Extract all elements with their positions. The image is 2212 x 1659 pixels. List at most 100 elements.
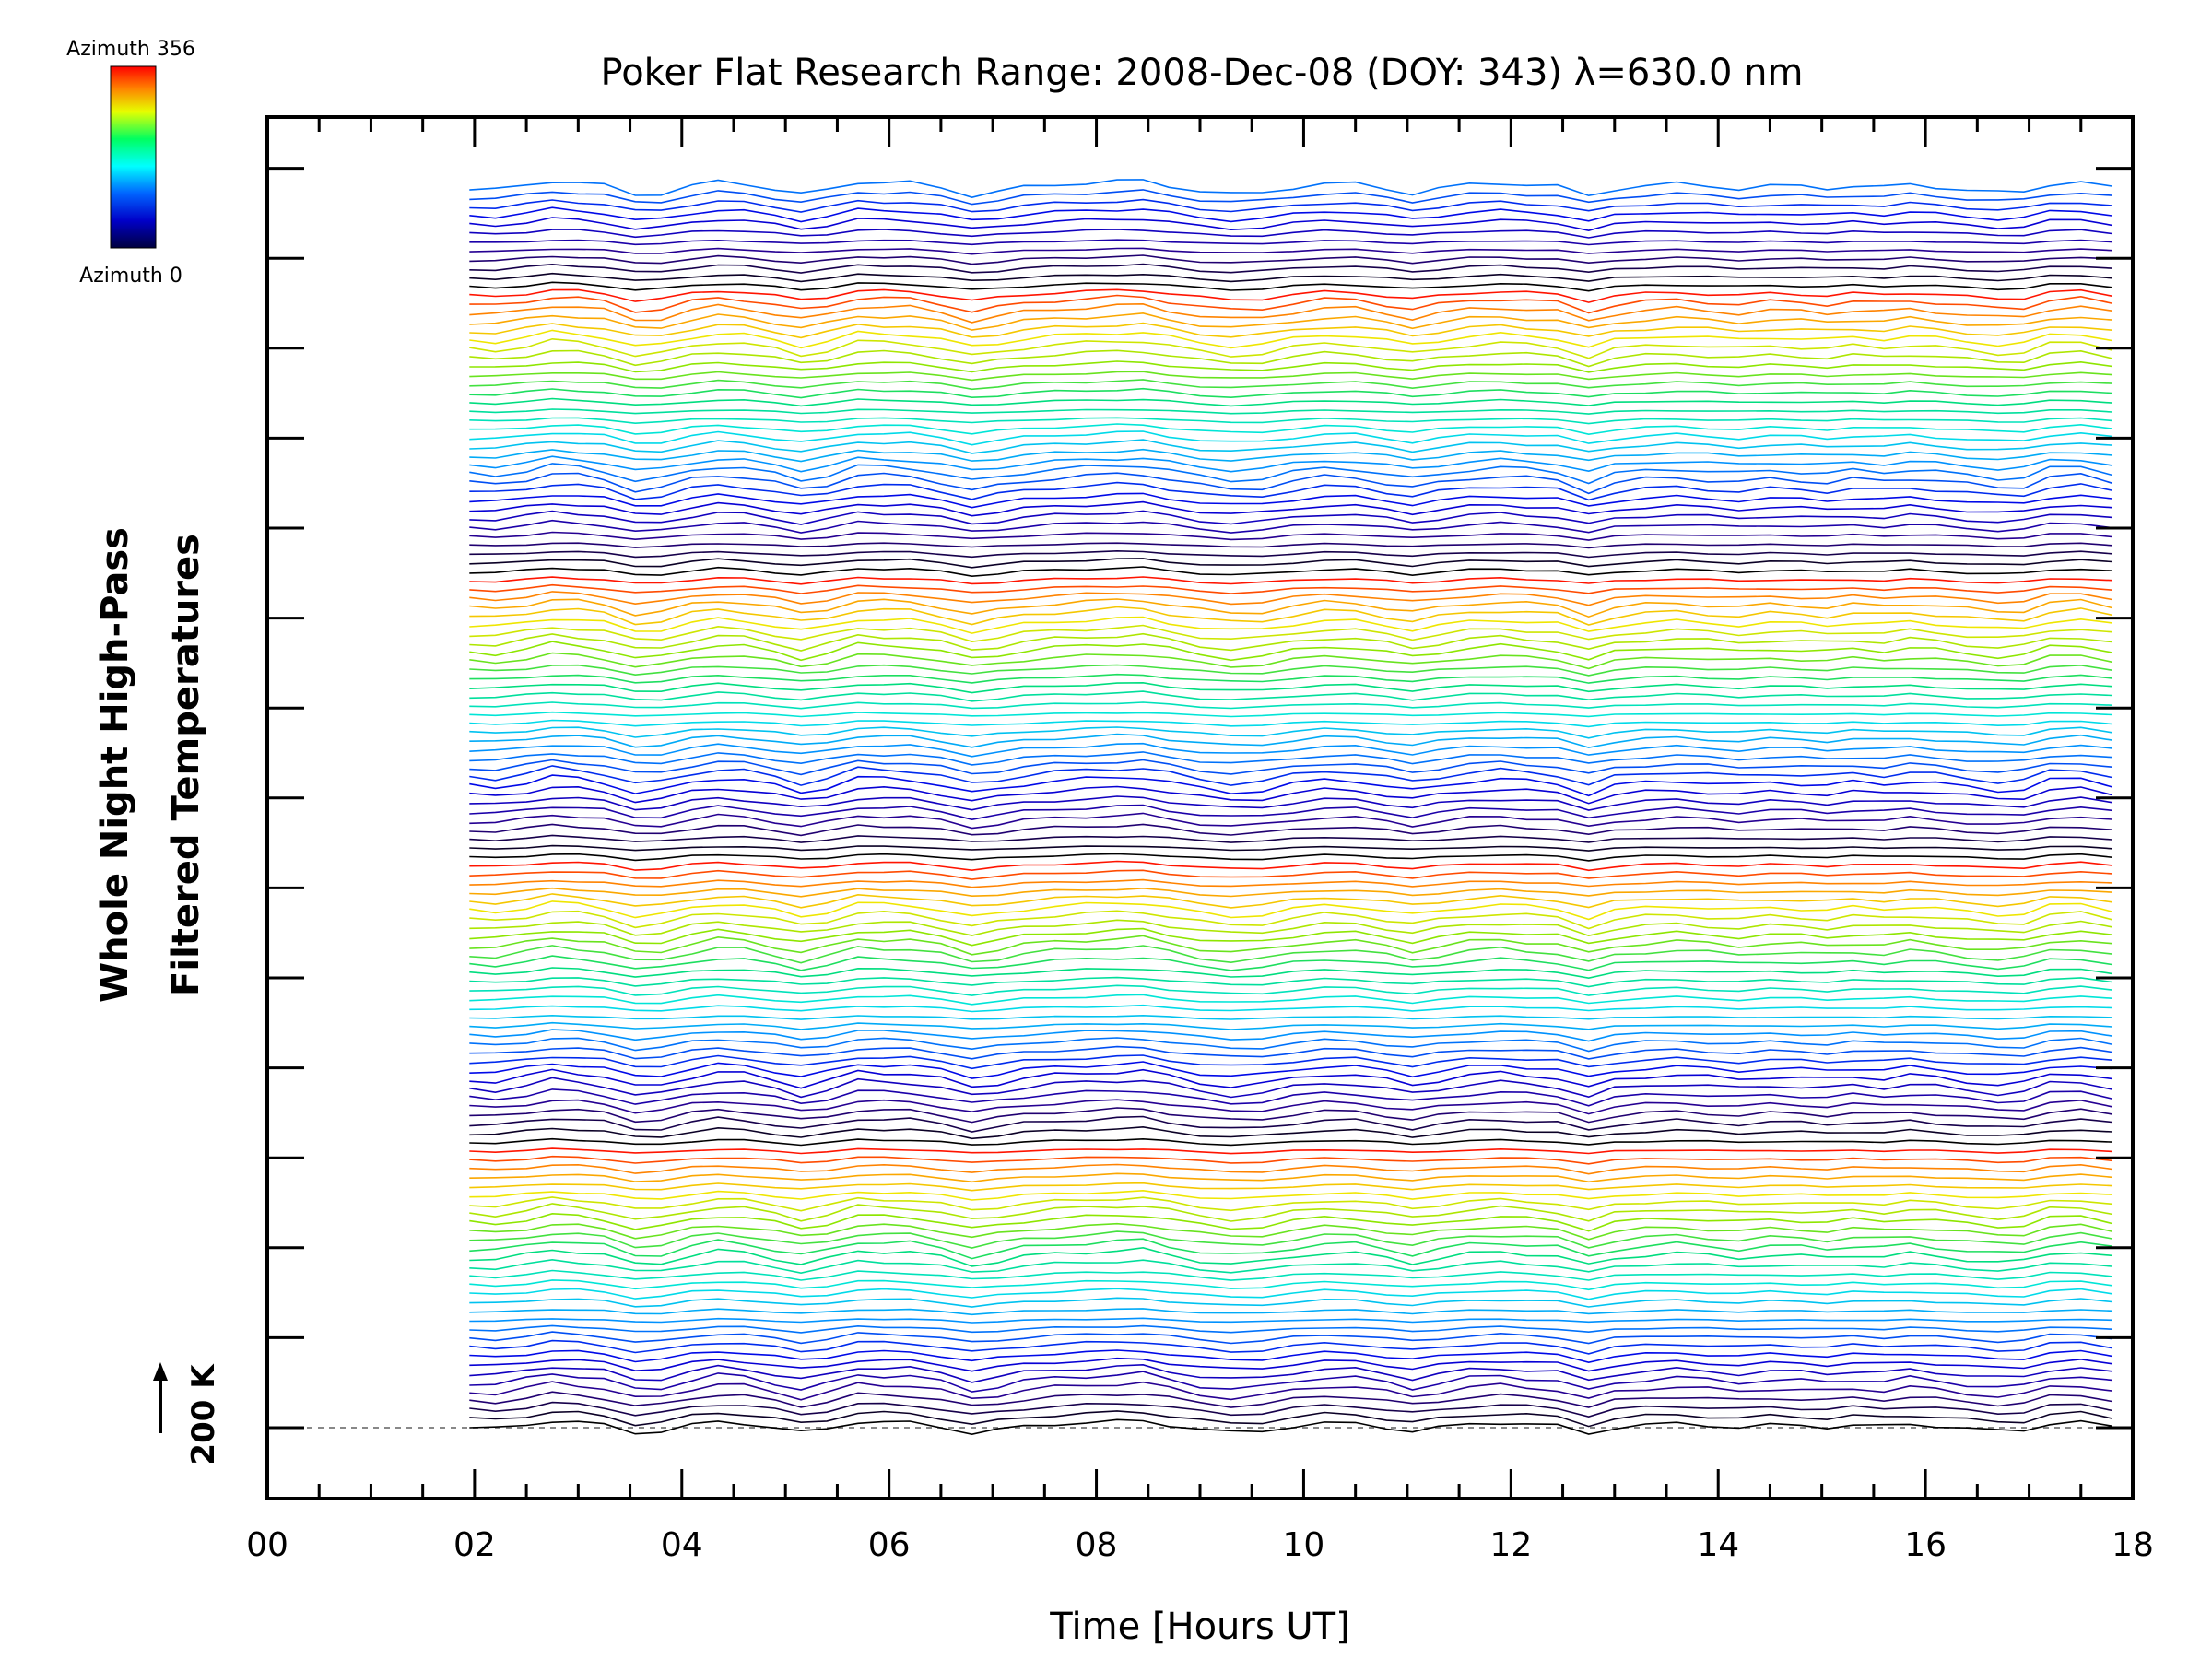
temperature-trace: [469, 1037, 2112, 1053]
x-tick-label: 02: [453, 1526, 496, 1564]
temperature-trace: [469, 519, 2112, 534]
temperature-trace: [469, 967, 2112, 980]
temperature-trace: [469, 759, 2112, 776]
temperature-trace: [469, 624, 2112, 643]
temperature-trace: [469, 1391, 2112, 1408]
temperature-trace: [469, 387, 2112, 399]
temperature-trace: [469, 1324, 2112, 1334]
temperature-trace: [469, 1381, 2112, 1401]
temperature-trace: [469, 430, 2112, 446]
temperature-trace: [469, 1099, 2112, 1115]
temperature-trace: [469, 1308, 2112, 1316]
temperature-trace: [469, 1279, 2112, 1291]
temperature-trace: [469, 1331, 2112, 1345]
temperature-trace: [469, 927, 2112, 947]
temperature-trace: [469, 1230, 2112, 1249]
temperature-trace: [469, 955, 2112, 971]
x-tick-label: 14: [1697, 1526, 1739, 1564]
temperature-trace: [469, 1061, 2112, 1079]
temperature-trace: [469, 976, 2112, 988]
temperature-trace: [469, 1401, 2112, 1418]
temperature-trace: [469, 1349, 2112, 1364]
temperature-trace: [469, 229, 2112, 239]
temperature-trace: [469, 549, 2112, 559]
temperature-trace: [469, 823, 2112, 837]
temperature-trace: [469, 329, 2112, 349]
temperature-trace: [469, 765, 2112, 786]
x-tick-label: 04: [661, 1526, 703, 1564]
x-tick-label: 06: [868, 1526, 911, 1564]
temperature-trace: [469, 673, 2112, 684]
x-tick-labels: 00 02 04 06 08 10 12 14 16 18: [246, 1526, 2154, 1564]
temperature-trace: [469, 302, 2112, 324]
temperature-trace: [469, 733, 2112, 748]
temperature-trace: [469, 844, 2112, 852]
temperature-trace: [469, 742, 2112, 758]
axis-ticks: [265, 117, 2135, 1499]
temperature-trace: [469, 984, 2112, 996]
temperature-trace: [469, 900, 2112, 921]
x-tick-label: 12: [1489, 1526, 1532, 1564]
y-axis-label-line1: Whole Night High-Pass: [94, 527, 136, 1003]
temperature-trace: [469, 198, 2112, 213]
temperature-trace: [469, 719, 2112, 728]
temperature-trace: [469, 1137, 2112, 1147]
temperature-trace: [469, 312, 2112, 331]
temperature-trace: [469, 349, 2112, 368]
temperature-trace: [469, 492, 2112, 509]
temperature-trace: [469, 641, 2112, 662]
temperature-trace: [469, 751, 2112, 766]
temperature-trace: [469, 371, 2112, 382]
temperature-trace: [469, 417, 2112, 425]
temperature-trace: [469, 711, 2112, 718]
temperature-trace: [469, 500, 2112, 517]
temperature-trace: [469, 455, 2112, 473]
scale-bar-arrow-head: [153, 1362, 168, 1381]
temperature-trace: [469, 1107, 2112, 1124]
temperature-trace: [469, 1182, 2112, 1192]
temperature-traces: [469, 179, 2112, 1436]
scale-bar-label: 200 K: [185, 1363, 222, 1465]
temperature-trace: [469, 606, 2112, 626]
temperature-trace: [469, 785, 2112, 805]
temperature-trace: [469, 598, 2112, 618]
temperature-trace: [469, 423, 2112, 436]
x-tick-label: 10: [1283, 1526, 1325, 1564]
temperature-trace: [469, 288, 2112, 303]
temperature-trace: [469, 481, 2112, 501]
temperature-trace: [469, 1196, 2112, 1212]
temperature-trace: [469, 1045, 2112, 1060]
temperature-trace: [469, 179, 2112, 199]
temperature-trace: [469, 1418, 2112, 1436]
temperature-trace: [469, 322, 2112, 339]
scale-bar: 200 K: [153, 1362, 222, 1465]
temperature-trace: [469, 878, 2112, 888]
temperature-trace: [469, 1371, 2112, 1393]
temperature-trace: [469, 583, 2112, 594]
temperature-trace: [469, 1297, 2112, 1308]
temperature-trace: [469, 1410, 2112, 1428]
temperature-trace: [469, 774, 2112, 797]
temperature-trace: [469, 1238, 2112, 1260]
temperature-trace: [469, 860, 2112, 872]
legend-bottom-label: Azimuth 0: [79, 265, 182, 288]
temperature-trace: [469, 893, 2112, 909]
temperature-trace: [469, 945, 2112, 964]
y-axis-label-line2: Filtered Temperatures: [165, 534, 207, 996]
temperature-trace: [469, 1088, 2112, 1107]
temperature-trace: [469, 1004, 2112, 1013]
temperature-trace: [469, 1246, 2112, 1267]
legend-top-label: Azimuth 356: [66, 38, 195, 61]
temperature-trace: [469, 726, 2112, 739]
temperature-trace: [469, 558, 2112, 569]
temperature-trace: [469, 239, 2112, 246]
temperature-trace: [469, 272, 2112, 283]
temperature-trace: [469, 1155, 2112, 1165]
temperature-trace: [469, 1258, 2112, 1275]
temperature-trace: [469, 206, 2112, 223]
temperature-trace: [469, 910, 2112, 930]
temperature-trace: [469, 1014, 2112, 1020]
temperature-trace: [469, 1054, 2112, 1070]
temperature-trace: [469, 408, 2112, 415]
